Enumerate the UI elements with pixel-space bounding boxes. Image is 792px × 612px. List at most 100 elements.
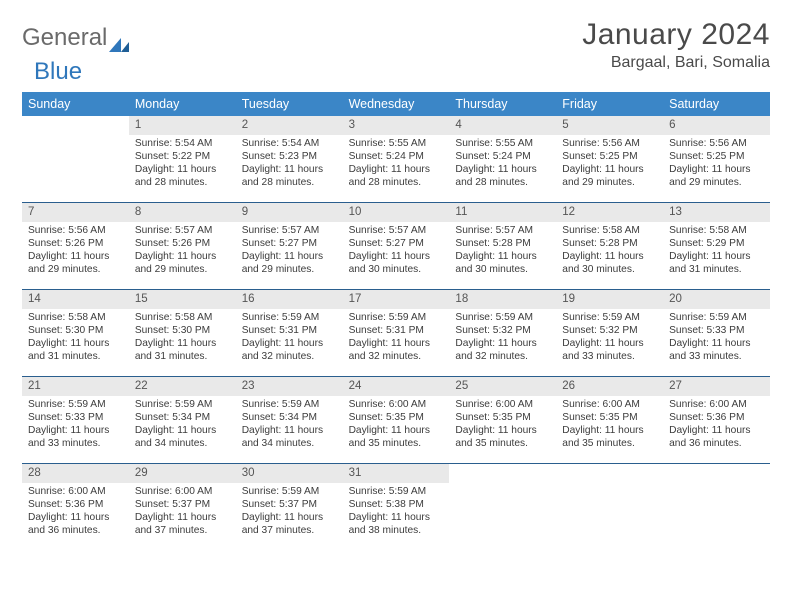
sunrise-line: Sunrise: 5:59 AM	[455, 311, 550, 324]
day-number-bar: 22	[129, 377, 236, 396]
day-number-bar: 3	[343, 116, 450, 135]
day-body: Sunrise: 5:54 AMSunset: 5:22 PMDaylight:…	[129, 135, 236, 193]
sunrise-line: Sunrise: 5:55 AM	[455, 137, 550, 150]
calendar-cell: 6Sunrise: 5:56 AMSunset: 5:25 PMDaylight…	[663, 116, 770, 202]
sunset-line: Sunset: 5:24 PM	[455, 150, 550, 163]
day-number-bar: 18	[449, 290, 556, 309]
daylight-line: Daylight: 11 hours and 34 minutes.	[135, 424, 230, 450]
sunset-line: Sunset: 5:24 PM	[349, 150, 444, 163]
day-body: Sunrise: 6:00 AMSunset: 5:35 PMDaylight:…	[343, 396, 450, 454]
sunrise-line: Sunrise: 5:57 AM	[455, 224, 550, 237]
daylight-line: Daylight: 11 hours and 29 minutes.	[242, 250, 337, 276]
day-number-bar: 6	[663, 116, 770, 135]
sunset-line: Sunset: 5:34 PM	[242, 411, 337, 424]
sunset-line: Sunset: 5:32 PM	[455, 324, 550, 337]
daylight-line: Daylight: 11 hours and 31 minutes.	[135, 337, 230, 363]
day-body: Sunrise: 5:59 AMSunset: 5:31 PMDaylight:…	[236, 309, 343, 367]
daylight-line: Daylight: 11 hours and 36 minutes.	[28, 511, 123, 537]
calendar-cell: 25Sunrise: 6:00 AMSunset: 5:35 PMDayligh…	[449, 377, 556, 463]
sunrise-line: Sunrise: 6:00 AM	[135, 485, 230, 498]
day-body: Sunrise: 5:58 AMSunset: 5:28 PMDaylight:…	[556, 222, 663, 280]
day-body: Sunrise: 5:59 AMSunset: 5:32 PMDaylight:…	[556, 309, 663, 367]
day-number-bar	[449, 464, 556, 483]
daylight-line: Daylight: 11 hours and 32 minutes.	[242, 337, 337, 363]
weeks-container: 1Sunrise: 5:54 AMSunset: 5:22 PMDaylight…	[22, 116, 770, 550]
day-number-bar: 30	[236, 464, 343, 483]
daylight-line: Daylight: 11 hours and 32 minutes.	[349, 337, 444, 363]
daylight-line: Daylight: 11 hours and 35 minutes.	[562, 424, 657, 450]
sunset-line: Sunset: 5:32 PM	[562, 324, 657, 337]
sunset-line: Sunset: 5:34 PM	[135, 411, 230, 424]
daylight-line: Daylight: 11 hours and 34 minutes.	[242, 424, 337, 450]
daylight-line: Daylight: 11 hours and 30 minutes.	[349, 250, 444, 276]
title-block: January 2024 Bargaal, Bari, Somalia	[582, 18, 770, 72]
day-number-bar: 12	[556, 203, 663, 222]
day-body: Sunrise: 6:00 AMSunset: 5:35 PMDaylight:…	[449, 396, 556, 454]
daylight-line: Daylight: 11 hours and 38 minutes.	[349, 511, 444, 537]
day-number-bar: 25	[449, 377, 556, 396]
day-name: Thursday	[449, 92, 556, 116]
sunset-line: Sunset: 5:37 PM	[135, 498, 230, 511]
sunrise-line: Sunrise: 5:57 AM	[349, 224, 444, 237]
sunset-line: Sunset: 5:33 PM	[669, 324, 764, 337]
day-body: Sunrise: 5:59 AMSunset: 5:32 PMDaylight:…	[449, 309, 556, 367]
daylight-line: Daylight: 11 hours and 28 minutes.	[242, 163, 337, 189]
day-body: Sunrise: 5:56 AMSunset: 5:26 PMDaylight:…	[22, 222, 129, 280]
day-number-bar: 31	[343, 464, 450, 483]
sunset-line: Sunset: 5:26 PM	[135, 237, 230, 250]
day-number-bar: 16	[236, 290, 343, 309]
week-row: 7Sunrise: 5:56 AMSunset: 5:26 PMDaylight…	[22, 203, 770, 290]
sunrise-line: Sunrise: 5:59 AM	[562, 311, 657, 324]
location: Bargaal, Bari, Somalia	[582, 54, 770, 72]
daylight-line: Daylight: 11 hours and 29 minutes.	[669, 163, 764, 189]
sunset-line: Sunset: 5:30 PM	[28, 324, 123, 337]
sunrise-line: Sunrise: 5:54 AM	[242, 137, 337, 150]
brand-word-2: Blue	[34, 58, 82, 86]
sunset-line: Sunset: 5:25 PM	[562, 150, 657, 163]
brand-word-1: General	[22, 24, 107, 52]
day-body: Sunrise: 6:00 AMSunset: 5:36 PMDaylight:…	[663, 396, 770, 454]
calendar-cell: 22Sunrise: 5:59 AMSunset: 5:34 PMDayligh…	[129, 377, 236, 463]
day-body: Sunrise: 5:56 AMSunset: 5:25 PMDaylight:…	[556, 135, 663, 193]
calendar-cell: 20Sunrise: 5:59 AMSunset: 5:33 PMDayligh…	[663, 290, 770, 376]
calendar-cell: 15Sunrise: 5:58 AMSunset: 5:30 PMDayligh…	[129, 290, 236, 376]
daylight-line: Daylight: 11 hours and 31 minutes.	[28, 337, 123, 363]
day-number-bar: 26	[556, 377, 663, 396]
calendar: SundayMondayTuesdayWednesdayThursdayFrid…	[22, 92, 770, 550]
sunrise-line: Sunrise: 6:00 AM	[455, 398, 550, 411]
calendar-cell: 10Sunrise: 5:57 AMSunset: 5:27 PMDayligh…	[343, 203, 450, 289]
day-body: Sunrise: 5:59 AMSunset: 5:33 PMDaylight:…	[22, 396, 129, 454]
day-number-bar: 27	[663, 377, 770, 396]
sunset-line: Sunset: 5:26 PM	[28, 237, 123, 250]
daylight-line: Daylight: 11 hours and 30 minutes.	[455, 250, 550, 276]
day-body: Sunrise: 5:59 AMSunset: 5:34 PMDaylight:…	[129, 396, 236, 454]
day-body: Sunrise: 5:58 AMSunset: 5:30 PMDaylight:…	[22, 309, 129, 367]
day-number-bar: 24	[343, 377, 450, 396]
calendar-cell	[556, 464, 663, 550]
sunset-line: Sunset: 5:31 PM	[242, 324, 337, 337]
sunrise-line: Sunrise: 5:56 AM	[28, 224, 123, 237]
sunset-line: Sunset: 5:35 PM	[455, 411, 550, 424]
sunset-line: Sunset: 5:25 PM	[669, 150, 764, 163]
sunset-line: Sunset: 5:30 PM	[135, 324, 230, 337]
calendar-cell	[449, 464, 556, 550]
daylight-line: Daylight: 11 hours and 37 minutes.	[242, 511, 337, 537]
day-body: Sunrise: 5:59 AMSunset: 5:31 PMDaylight:…	[343, 309, 450, 367]
sunrise-line: Sunrise: 5:54 AM	[135, 137, 230, 150]
sunset-line: Sunset: 5:35 PM	[562, 411, 657, 424]
sunrise-line: Sunrise: 5:58 AM	[28, 311, 123, 324]
day-body: Sunrise: 5:55 AMSunset: 5:24 PMDaylight:…	[449, 135, 556, 193]
sunset-line: Sunset: 5:22 PM	[135, 150, 230, 163]
day-body: Sunrise: 5:57 AMSunset: 5:26 PMDaylight:…	[129, 222, 236, 280]
calendar-cell: 13Sunrise: 5:58 AMSunset: 5:29 PMDayligh…	[663, 203, 770, 289]
day-number-bar: 20	[663, 290, 770, 309]
daylight-line: Daylight: 11 hours and 32 minutes.	[455, 337, 550, 363]
day-number-bar: 13	[663, 203, 770, 222]
sunrise-line: Sunrise: 6:00 AM	[28, 485, 123, 498]
day-number-bar: 8	[129, 203, 236, 222]
sunset-line: Sunset: 5:27 PM	[242, 237, 337, 250]
daylight-line: Daylight: 11 hours and 35 minutes.	[455, 424, 550, 450]
sunrise-line: Sunrise: 5:55 AM	[349, 137, 444, 150]
calendar-cell: 9Sunrise: 5:57 AMSunset: 5:27 PMDaylight…	[236, 203, 343, 289]
sunrise-line: Sunrise: 5:59 AM	[669, 311, 764, 324]
